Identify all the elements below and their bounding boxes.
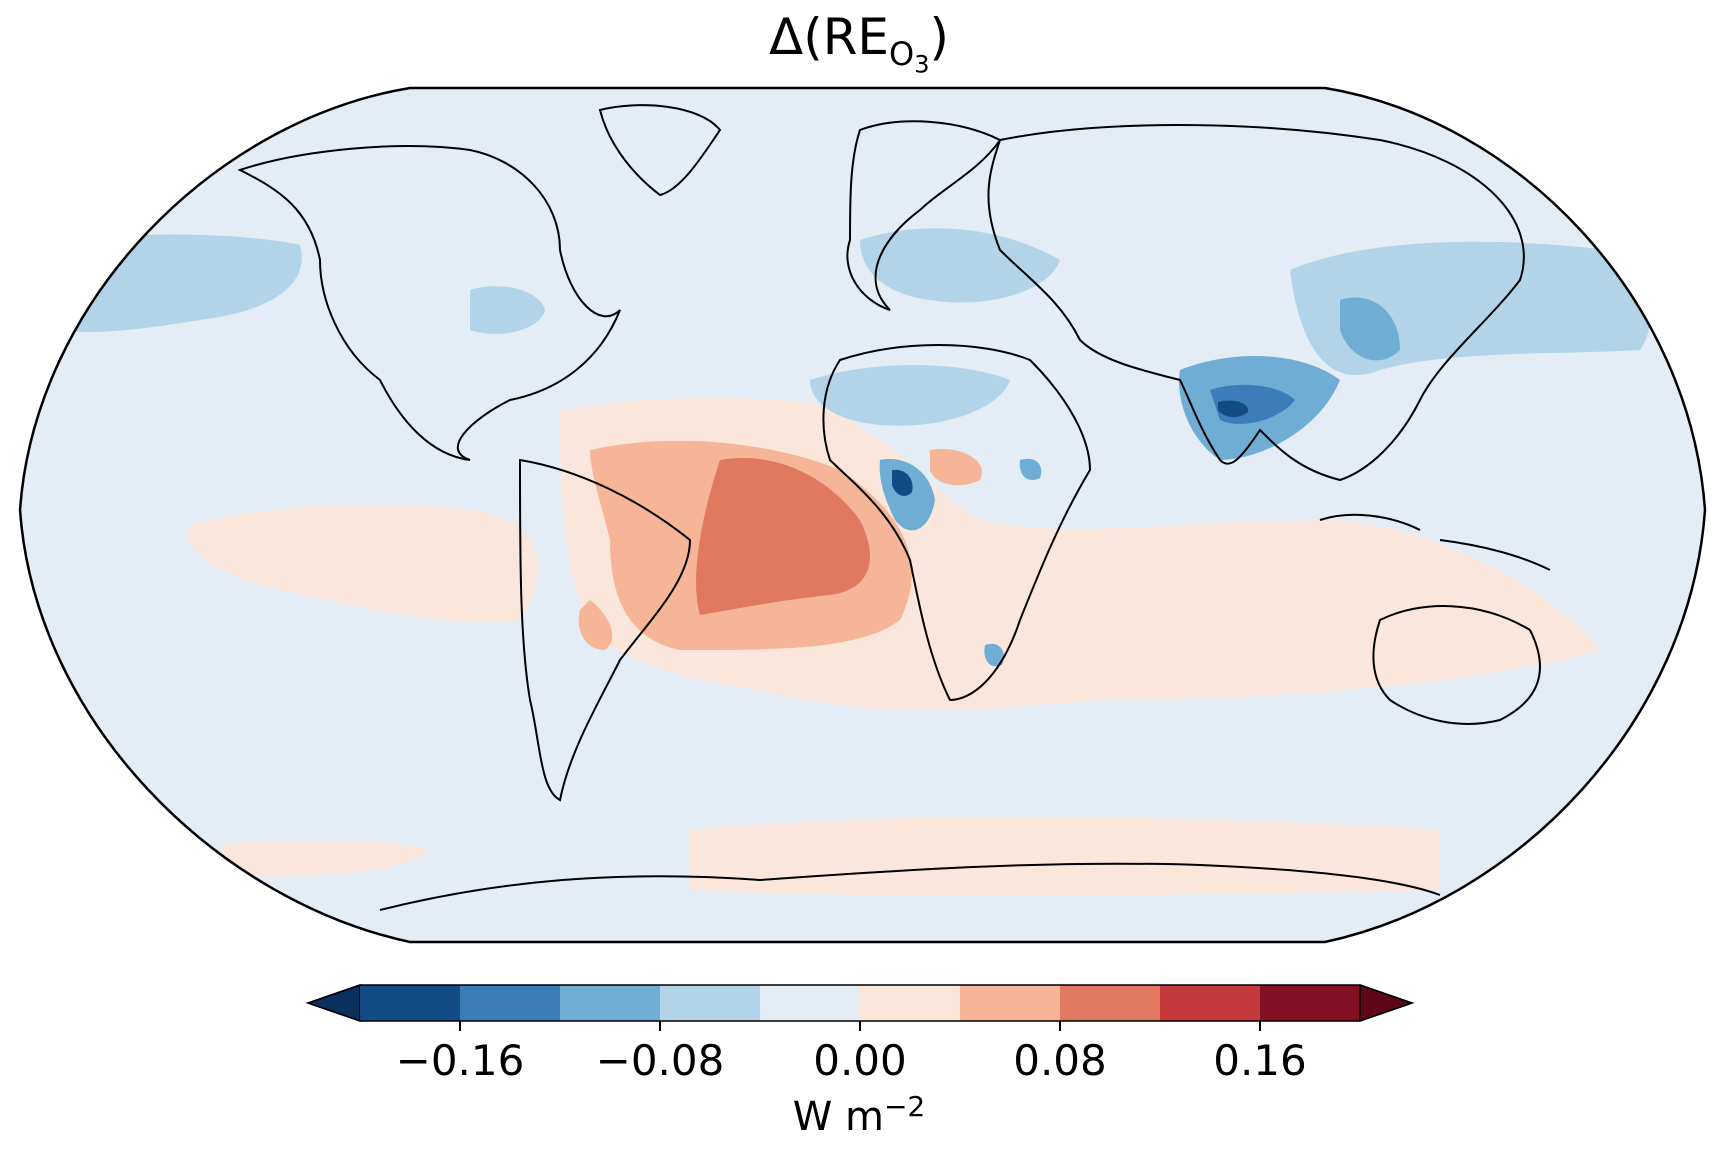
colorbar-under-arrow [305, 983, 361, 1023]
colorbar-swatch [560, 985, 661, 1021]
colorbar-ticks: −0.16 −0.08 0.00 0.08 0.16 [396, 1021, 1307, 1085]
coastline-australia [1372, 605, 1541, 725]
colorbar-tick-label: 0.16 [1213, 1036, 1307, 1085]
southern-ocean-band-region [690, 816, 1440, 896]
colorbar-tick-label: 0.08 [1013, 1036, 1107, 1085]
equatorial-pacific-region [188, 505, 539, 622]
east-africa-spot [1019, 458, 1042, 480]
colorbar-outline [305, 984, 1415, 1022]
coastline-africa [822, 344, 1092, 702]
colorbar-swatch [960, 985, 1061, 1021]
title-sub: O3 [889, 35, 930, 79]
west-africa-core-region [892, 469, 913, 496]
coastline-indonesia [1319, 513, 1551, 571]
coastline-antarctica [379, 862, 1441, 911]
colorbar-tick-label: 0.00 [813, 1036, 907, 1085]
map-frame [18, 86, 1707, 944]
north-africa-region [810, 365, 1010, 426]
map-title: Δ(REO3) [0, 6, 1718, 95]
central-south-america-region [578, 600, 613, 650]
southern-ocean-west-region [220, 840, 430, 877]
europe-region [860, 228, 1060, 303]
eastern-north-america-region [470, 286, 545, 334]
colorbar-swatch [460, 985, 561, 1021]
china-region [1340, 297, 1400, 361]
colorbar-swatch [360, 985, 461, 1021]
coastline-south-america [518, 458, 692, 802]
colorbar-unit-exponent: −2 [884, 1090, 925, 1123]
coastline-asia [987, 124, 1525, 482]
title-close: ) [929, 8, 950, 66]
colorbar-tick-label: −0.08 [596, 1036, 725, 1085]
colorbar-swatch [1260, 985, 1361, 1021]
colorbar-swatch [1160, 985, 1261, 1021]
contour-fields [58, 228, 1650, 896]
colorbar-swatch [860, 985, 961, 1021]
coastline-greenland [598, 104, 722, 197]
india-peak-region [1218, 400, 1249, 418]
colorbar-swatch [760, 985, 861, 1021]
colorbar-tick-label: −0.16 [396, 1036, 525, 1085]
coastlines [237, 104, 1551, 911]
colorbar-swatch [660, 985, 761, 1021]
central-africa-positive [930, 449, 982, 486]
colorbar-over-arrow [1359, 983, 1415, 1023]
central-south-atlantic-region [696, 458, 870, 615]
colorbar-unit-label: W m−2 [793, 1090, 926, 1140]
title-main: Δ(RE [768, 8, 890, 66]
south-africa-spot [984, 643, 1004, 667]
colorbar-swatch [1060, 985, 1161, 1021]
coastline-north-america [237, 145, 621, 461]
coastline-europe [846, 120, 1002, 311]
colorbar [305, 983, 1415, 1023]
